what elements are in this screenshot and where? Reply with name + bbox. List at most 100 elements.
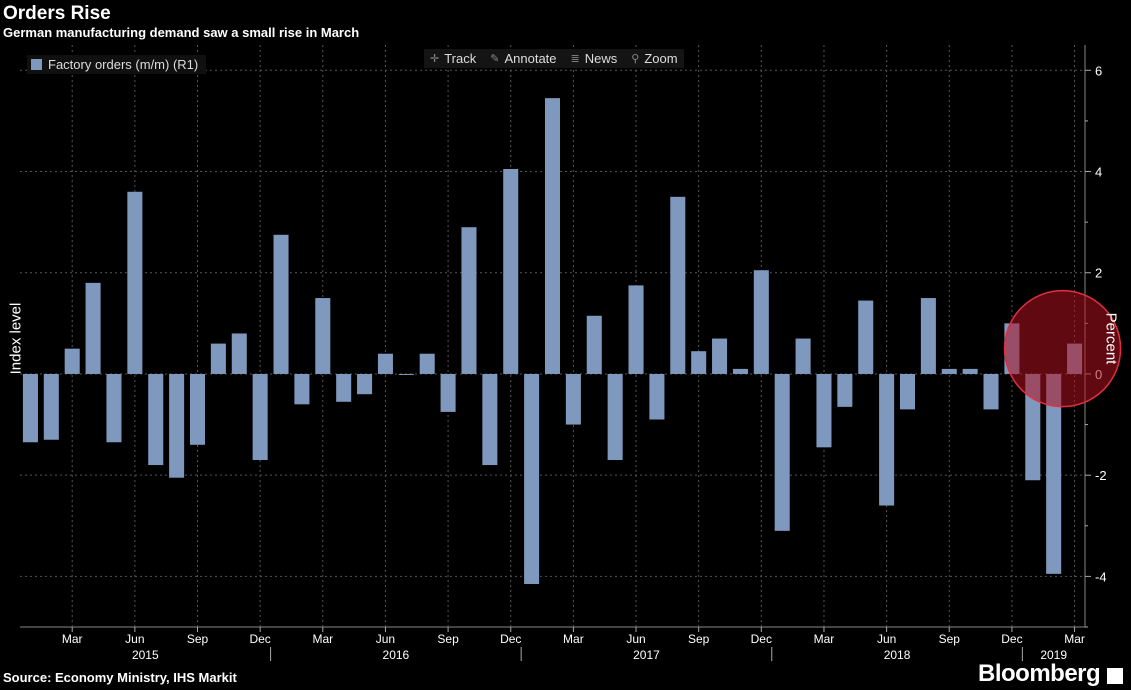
year-label: 2017 [633,648,660,662]
legend-swatch [31,59,42,70]
year-label: 2018 [884,648,911,662]
y-tick-label: -2 [1095,468,1107,483]
bar [774,373,790,531]
x-tick-label: Dec [249,632,270,646]
bar [169,373,185,478]
legend-label: Factory orders (m/m) (R1) [48,57,199,72]
bar [398,373,414,375]
bar [524,373,540,584]
bar [210,343,226,374]
y-tick-label: 4 [1095,165,1102,180]
bar [1046,373,1062,574]
bar [461,227,477,374]
bar [315,298,331,374]
bar [294,373,310,405]
zoom-label: Zoom [644,51,678,66]
x-tick-label: Mar [814,632,835,646]
y-tick-label: 6 [1095,63,1102,78]
track-label: Track [444,51,477,66]
bar [962,368,978,374]
track-button[interactable]: ✛ Track [424,49,482,68]
bar [628,285,644,374]
bar [691,351,707,374]
bar [879,373,895,506]
bar [586,315,602,374]
bar [899,373,916,410]
x-tick-label: Dec [1001,632,1022,646]
bar [231,333,247,374]
x-tick-label: Jun [877,632,896,646]
news-button[interactable]: ≣ News [565,49,624,68]
year-label: 2016 [383,648,410,662]
bar [377,353,393,374]
bar [336,373,352,402]
x-tick-label: Dec [500,632,521,646]
bar [565,373,581,425]
bar [544,98,561,374]
chart-toolbar: ✛ Track ✎ Annotate ≣ News ⚲ Zoom [424,49,684,68]
x-tick-label: Jun [125,632,144,646]
bar [816,373,832,448]
y-tick-label: -4 [1095,569,1107,584]
bar [106,373,122,443]
crosshair-icon: ✛ [430,53,440,65]
x-tick-label: Jun [626,632,645,646]
bar [85,282,101,374]
bar [273,234,289,374]
annotate-button[interactable]: ✎ Annotate [484,49,562,68]
bar [858,300,874,374]
bar [357,373,373,395]
source-note: Source: Economy Ministry, IHS Markit [3,670,237,685]
news-icon: ≣ [570,53,580,65]
bar [419,353,435,374]
bar [732,368,748,374]
x-tick-label: Mar [563,632,584,646]
chart-subtitle: German manufacturing demand saw a small … [3,25,360,40]
highlight-circle [1003,289,1122,408]
bar [482,373,498,466]
y-axis-label-right: Percent [1102,312,1120,365]
news-label: News [584,51,618,66]
zoom-button[interactable]: ⚲ Zoom [625,49,683,68]
bar [712,338,728,374]
bar [837,373,853,407]
bar [440,373,456,412]
bar [983,373,999,410]
bar [127,191,143,374]
x-tick-label: Sep [187,632,209,646]
annotate-label: Annotate [504,51,557,66]
x-tick-label: Sep [688,632,710,646]
year-label: 2019 [1040,648,1067,662]
bar [920,298,936,374]
bar [670,196,686,374]
x-tick-label: Mar [1064,632,1085,646]
x-tick-label: Jun [376,632,395,646]
chart-title: Orders Rise [3,3,111,24]
magnifier-icon: ⚲ [631,53,640,65]
bar [43,373,59,440]
bar [252,373,268,460]
bar [64,348,80,374]
brand-mark [1107,668,1123,684]
pencil-icon: ✎ [490,53,500,65]
y-tick-label: 2 [1095,266,1102,281]
legend[interactable]: Factory orders (m/m) (R1) [27,55,207,74]
brand-logo: Bloomberg [978,660,1101,687]
bar [649,373,665,420]
bar [503,168,519,374]
x-tick-label: Sep [939,632,961,646]
bar [753,270,769,374]
x-tick-label: Dec [751,632,772,646]
bar [941,368,957,374]
bar [189,373,206,445]
year-label: 2015 [132,648,159,662]
bar [148,373,164,466]
x-tick-label: Sep [437,632,459,646]
y-axis-label-left: Index level [7,302,25,375]
x-tick-label: Mar [312,632,333,646]
x-tick-label: Mar [62,632,83,646]
bar [607,373,623,460]
bar [795,338,811,374]
bar [22,373,38,443]
